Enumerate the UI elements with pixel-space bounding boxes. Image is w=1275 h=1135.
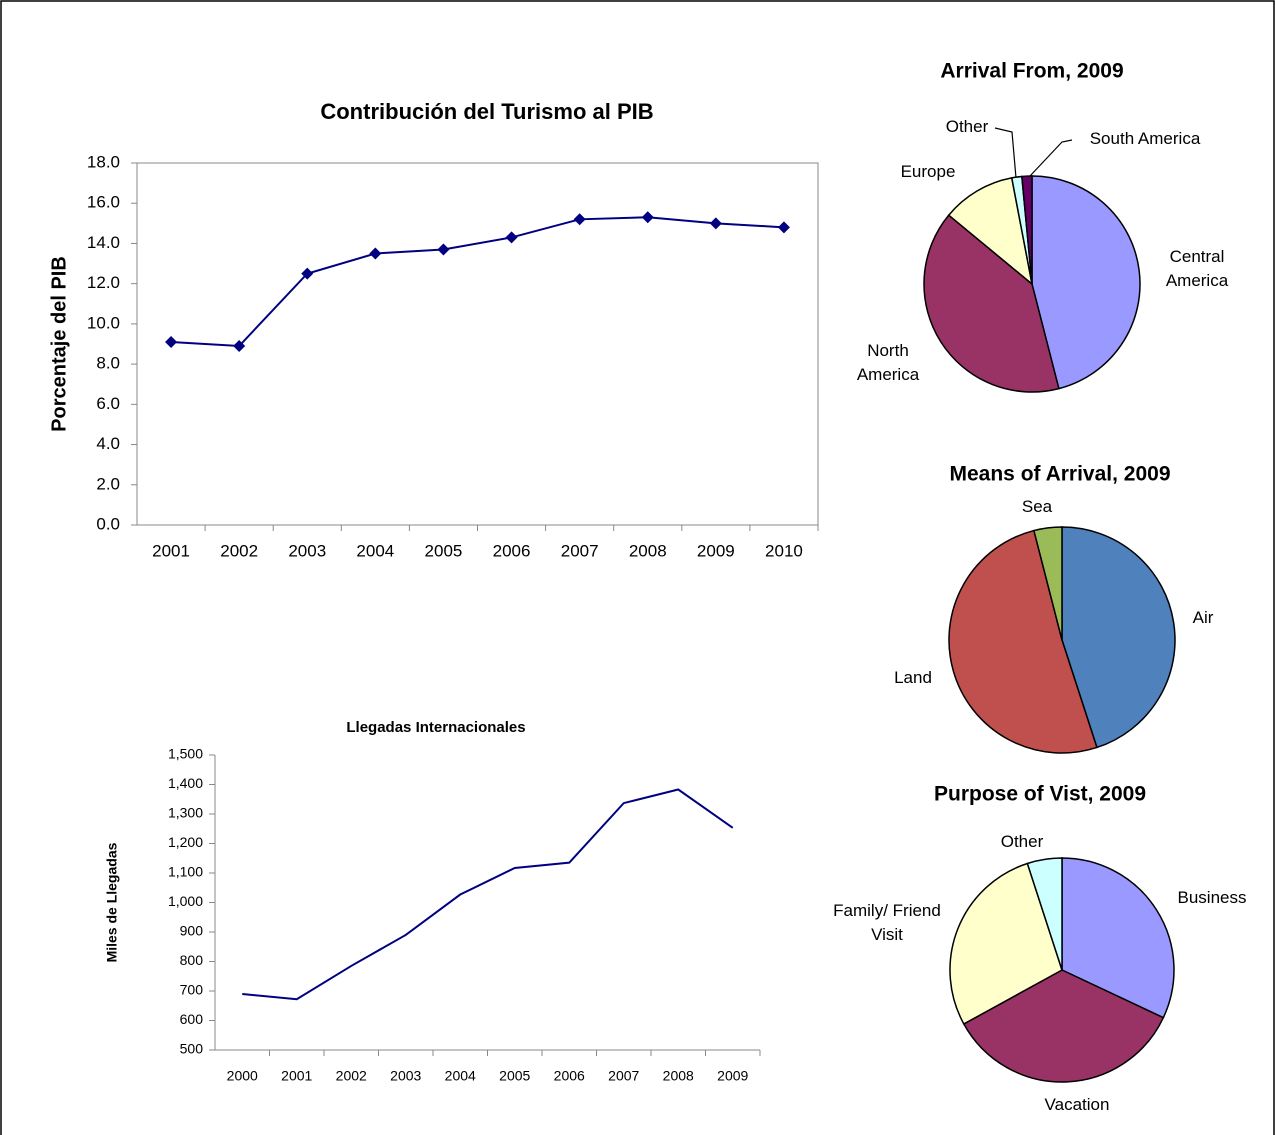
pie-slice (1061, 857, 1175, 1019)
x-tick-label: 2007 (608, 1068, 639, 1084)
x-tick-label: 2006 (493, 541, 531, 560)
y-tick-label: 1,300 (168, 805, 203, 821)
chart-title: Llegadas Internacionales (346, 719, 525, 736)
y-tick-label: 8.0 (96, 354, 120, 373)
slice-label: Land (894, 668, 932, 687)
y-tick-label: 0.0 (96, 514, 120, 533)
y-tick-label: 16.0 (87, 193, 120, 212)
marker (505, 231, 518, 244)
slice-label: North America (856, 341, 920, 384)
slice-label: Other (1000, 832, 1044, 851)
x-tick-label: 2001 (281, 1068, 312, 1084)
slice-label: South America (1089, 129, 1201, 148)
marker (573, 213, 586, 226)
marker (777, 221, 790, 234)
slice-label: Business (1177, 888, 1247, 907)
x-tick-label: 2009 (697, 541, 735, 560)
pie-slice (947, 177, 1034, 286)
y-tick-label: 1,100 (168, 864, 203, 880)
x-tick-label: 2002 (220, 541, 258, 560)
slice-label: Air (1192, 608, 1214, 627)
slice-label: Europe (900, 162, 956, 181)
slice-label: Vacation (1044, 1095, 1110, 1114)
pie-slice (962, 969, 1165, 1083)
y-tick-label: 600 (180, 1011, 204, 1027)
marker (301, 267, 314, 280)
line (242, 788, 734, 1001)
y-tick-label: 1,500 (168, 746, 203, 762)
y-tick-label: 2.0 (96, 474, 120, 493)
x-tick-label: 2000 (227, 1068, 258, 1084)
y-tick-label: 12.0 (87, 273, 120, 292)
x-tick-label: 2002 (336, 1068, 367, 1084)
marker (437, 243, 450, 256)
slice-label: Sea (1021, 497, 1053, 516)
x-tick-label: 2004 (356, 541, 394, 560)
x-tick-label: 2005 (425, 541, 463, 560)
chart-title: Contribución del Turismo al PIB (320, 99, 653, 124)
leader-line (994, 127, 1017, 179)
y-tick-label: 10.0 (87, 313, 120, 332)
slice-label: Central America (1165, 247, 1229, 290)
chart-title: Purpose of Vist, 2009 (934, 783, 1146, 806)
x-tick-label: 2003 (288, 541, 326, 560)
x-tick-label: 2008 (663, 1068, 694, 1084)
x-tick-label: 2007 (561, 541, 599, 560)
y-axis-label: Miles de Llegadas (104, 842, 120, 962)
slice-label: Other (945, 117, 989, 136)
y-tick-label: 6.0 (96, 394, 120, 413)
x-tick-label: 2008 (629, 541, 667, 560)
y-tick-label: 800 (180, 952, 204, 968)
y-tick-label: 18.0 (87, 152, 120, 171)
marker (369, 247, 382, 260)
pie-slice (1021, 175, 1033, 285)
x-tick-label: 2004 (445, 1068, 476, 1084)
leader-line (1029, 139, 1073, 177)
chart-title: Means of Arrival, 2009 (950, 463, 1171, 486)
x-tick-label: 2003 (390, 1068, 421, 1084)
x-tick-label: 2001 (152, 541, 190, 560)
x-tick-label: 2006 (554, 1068, 585, 1084)
x-tick-label: 2009 (717, 1068, 748, 1084)
pie-slice (1031, 175, 1141, 390)
marker (233, 340, 246, 353)
y-tick-label: 500 (180, 1041, 204, 1057)
pie-slice (948, 529, 1098, 754)
line (170, 216, 785, 348)
pie-slice (1032, 526, 1063, 641)
pie-slice (923, 214, 1060, 393)
pie-slice (1026, 857, 1063, 971)
marker (709, 217, 722, 230)
marker (165, 335, 178, 348)
pie-slice (949, 862, 1063, 1025)
y-tick-label: 900 (180, 923, 204, 939)
y-tick-label: 14.0 (87, 233, 120, 252)
x-tick-label: 2010 (765, 541, 803, 560)
chart-title: Arrival From, 2009 (940, 60, 1123, 83)
x-tick-label: 2005 (499, 1068, 530, 1084)
slice-label: Family/ Friend Visit (833, 901, 941, 944)
y-tick-label: 700 (180, 982, 204, 998)
pie-slice (1061, 526, 1176, 749)
y-axis-label: Porcentaje del PIB (48, 256, 70, 432)
y-tick-label: 1,200 (168, 834, 203, 850)
marker (641, 211, 654, 224)
y-tick-label: 1,400 (168, 775, 203, 791)
y-tick-label: 4.0 (96, 434, 120, 453)
y-tick-label: 1,000 (168, 893, 203, 909)
